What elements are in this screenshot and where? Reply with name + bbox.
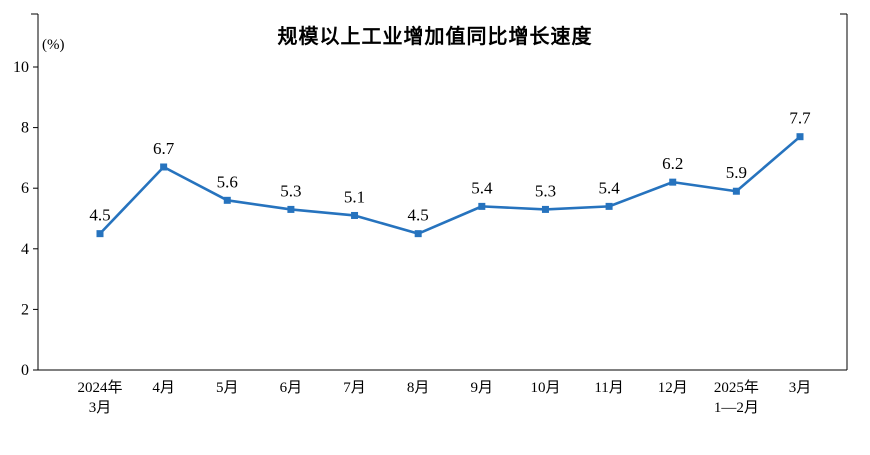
data-point-marker — [287, 205, 295, 213]
data-point-marker — [478, 202, 486, 210]
data-point-marker — [96, 230, 104, 238]
x-tick-label: 10月 — [530, 380, 560, 396]
y-axis-unit-label: (%) — [42, 37, 65, 53]
data-point-marker — [541, 205, 549, 213]
y-tick-label: 10 — [13, 59, 29, 76]
x-tick-label: 4月 — [152, 380, 175, 396]
data-point-label: 5.3 — [280, 181, 301, 200]
y-tick-label: 4 — [21, 241, 29, 258]
data-point-marker — [796, 133, 804, 141]
data-point-label: 5.1 — [344, 187, 365, 206]
data-point-label: 5.4 — [471, 178, 493, 197]
data-point-marker — [669, 178, 677, 186]
data-point-label: 5.6 — [217, 172, 238, 191]
x-tick-label: 7月 — [343, 380, 366, 396]
x-tick-label: 2024年 — [77, 379, 122, 396]
data-point-label: 6.2 — [662, 154, 683, 173]
x-tick-label: 3月 — [89, 400, 112, 416]
x-tick-label: 11月 — [594, 380, 623, 396]
x-tick-label: 9月 — [471, 380, 494, 396]
data-line — [98, 135, 802, 235]
data-point-label: 5.9 — [726, 163, 747, 182]
x-tick-label: 1—2月 — [714, 400, 759, 416]
data-point-marker — [351, 211, 359, 219]
data-point-label: 7.7 — [789, 109, 811, 128]
y-tick-label: 8 — [21, 120, 29, 137]
data-point-marker — [732, 187, 740, 195]
chart-title: 规模以上工业增加值同比增长速度 — [277, 26, 593, 48]
y-tick-label: 2 — [21, 301, 29, 318]
x-tick-label: 2025年 — [714, 379, 759, 396]
data-point-label: 5.3 — [535, 181, 556, 200]
x-tick-label: 6月 — [280, 380, 303, 396]
data-point-label: 4.5 — [408, 206, 429, 225]
data-point-marker — [223, 196, 231, 204]
data-point-marker — [605, 202, 613, 210]
data-point-label: 4.5 — [89, 206, 110, 225]
x-tick-label: 12月 — [658, 380, 688, 396]
data-point-marker — [160, 163, 168, 171]
x-tick-label: 5月 — [216, 380, 239, 396]
data-point-label: 5.4 — [598, 178, 620, 197]
data-point-label: 6.7 — [153, 139, 175, 158]
x-tick-label: 3月 — [789, 380, 812, 396]
data-point-marker — [414, 230, 422, 238]
x-tick-label: 8月 — [407, 380, 430, 396]
y-tick-label: 0 — [21, 362, 29, 379]
y-tick-label: 6 — [21, 180, 29, 197]
